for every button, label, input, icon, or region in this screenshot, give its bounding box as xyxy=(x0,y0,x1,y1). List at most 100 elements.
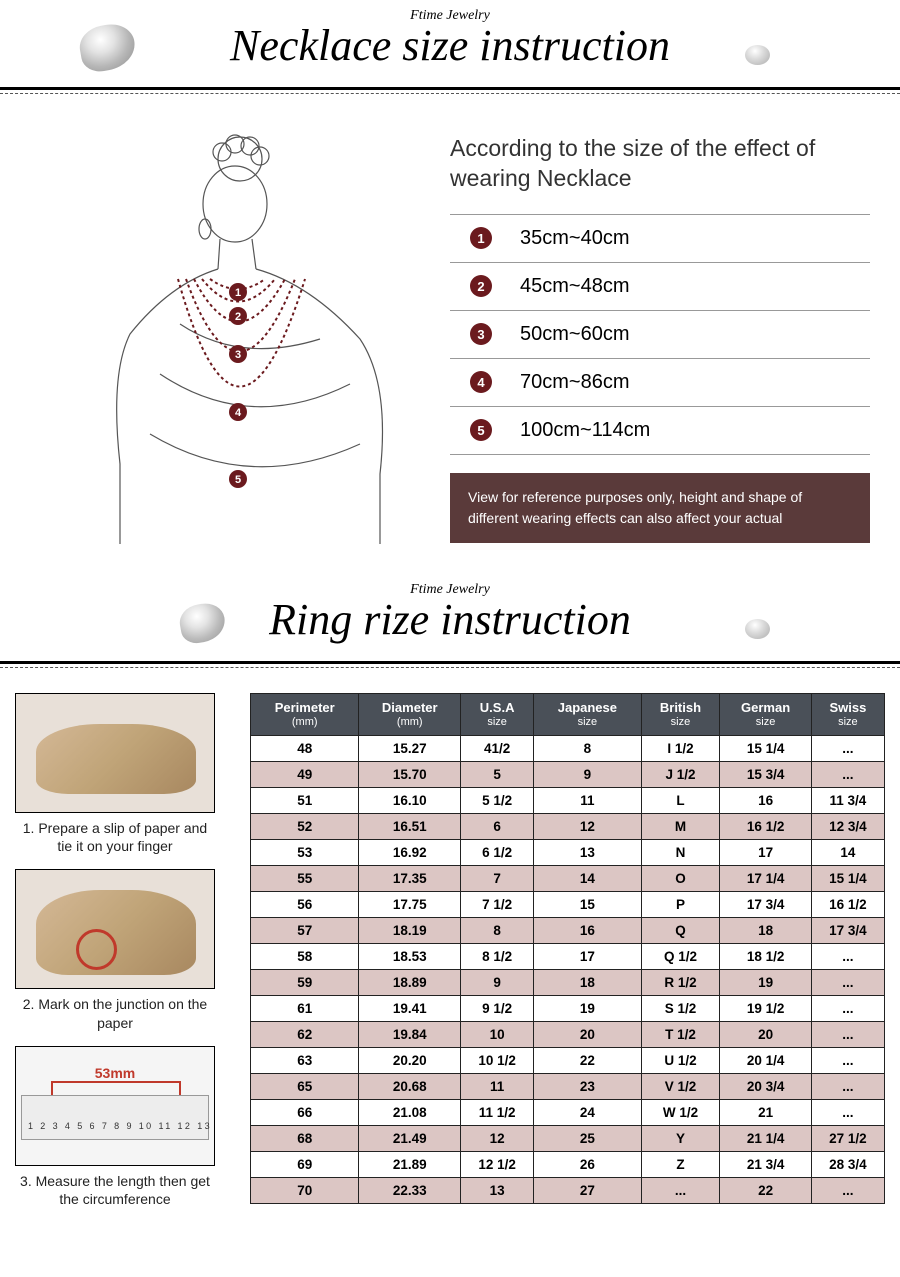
table-row: 6921.8912 1/226Z21 3/428 3/4 xyxy=(251,1151,885,1177)
table-cell: 7 xyxy=(461,865,534,891)
table-cell: 21 3/4 xyxy=(720,1151,811,1177)
table-cell: 10 xyxy=(461,1021,534,1047)
table-cell: V 1/2 xyxy=(641,1073,720,1099)
table-cell: 11 xyxy=(534,787,641,813)
necklace-figure-illustration: 1 2 3 4 5 xyxy=(60,124,420,544)
table-cell: ... xyxy=(811,735,884,761)
table-cell: 8 xyxy=(461,917,534,943)
necklace-size-item: 135cm~40cm xyxy=(450,214,870,262)
table-cell: 58 xyxy=(251,943,359,969)
table-column-header: Britishsize xyxy=(641,694,720,736)
size-range-label: 50cm~60cm xyxy=(520,323,630,346)
table-cell: 14 xyxy=(811,839,884,865)
table-column-header: Germansize xyxy=(720,694,811,736)
table-cell: 16 1/2 xyxy=(811,891,884,917)
table-cell: 18.53 xyxy=(359,943,461,969)
size-number-badge: 4 xyxy=(470,371,492,393)
table-cell: 59 xyxy=(251,969,359,995)
table-cell: 11 xyxy=(461,1073,534,1099)
necklace-title: Necklace size instruction xyxy=(230,20,670,71)
table-cell: ... xyxy=(811,1177,884,1203)
svg-text:3: 3 xyxy=(235,349,241,361)
ring-title: Ring rize instruction xyxy=(269,594,631,645)
step3-image: 53mm 1 2 3 4 5 6 7 8 9 10 11 12 13 14 15… xyxy=(15,1046,215,1166)
table-cell: 5 xyxy=(461,761,534,787)
table-cell: Z xyxy=(641,1151,720,1177)
table-cell: 14 xyxy=(534,865,641,891)
step2-image xyxy=(15,869,215,989)
ring-size-table-wrap: Perimeter(mm)Diameter(mm)U.S.AsizeJapane… xyxy=(250,693,885,1222)
table-cell: 8 1/2 xyxy=(461,943,534,969)
table-cell: 20.20 xyxy=(359,1047,461,1073)
ring-step-1: 1. Prepare a slip of paper and tie it on… xyxy=(15,693,235,855)
table-cell: Q 1/2 xyxy=(641,943,720,969)
table-cell: 12 3/4 xyxy=(811,813,884,839)
table-cell: 15 3/4 xyxy=(720,761,811,787)
table-cell: 69 xyxy=(251,1151,359,1177)
diamond-icon xyxy=(77,21,139,75)
table-cell: 18 xyxy=(720,917,811,943)
table-row: 5617.757 1/215P17 3/416 1/2 xyxy=(251,891,885,917)
table-cell: 57 xyxy=(251,917,359,943)
table-cell: ... xyxy=(811,1099,884,1125)
necklace-size-item: 245cm~48cm xyxy=(450,262,870,310)
table-cell: 15 1/4 xyxy=(811,865,884,891)
table-column-header: Diameter(mm) xyxy=(359,694,461,736)
necklace-heading: According to the size of the effect of w… xyxy=(450,134,870,194)
table-row: 5818.538 1/217Q 1/218 1/2... xyxy=(251,943,885,969)
necklace-info: According to the size of the effect of w… xyxy=(450,124,870,544)
table-column-header: Japanesesize xyxy=(534,694,641,736)
table-cell: 22 xyxy=(534,1047,641,1073)
table-cell: 19.84 xyxy=(359,1021,461,1047)
table-cell: 52 xyxy=(251,813,359,839)
table-cell: M xyxy=(641,813,720,839)
table-cell: 16.92 xyxy=(359,839,461,865)
table-cell: 13 xyxy=(534,839,641,865)
table-row: 4915.7059J 1/215 3/4... xyxy=(251,761,885,787)
table-cell: 27 xyxy=(534,1177,641,1203)
necklace-disclaimer: View for reference purposes only, height… xyxy=(450,473,870,543)
table-cell: 15 xyxy=(534,891,641,917)
table-row: 5316.926 1/213N1714 xyxy=(251,839,885,865)
svg-text:4: 4 xyxy=(235,407,242,419)
table-cell: 17 3/4 xyxy=(811,917,884,943)
table-cell: Q xyxy=(641,917,720,943)
table-cell: 62 xyxy=(251,1021,359,1047)
table-cell: W 1/2 xyxy=(641,1099,720,1125)
table-cell: 15.70 xyxy=(359,761,461,787)
table-cell: ... xyxy=(811,1047,884,1073)
ring-section-header: Ftime Jewelry Ring rize instruction xyxy=(0,574,900,664)
table-cell: ... xyxy=(811,761,884,787)
table-cell: 20 1/4 xyxy=(720,1047,811,1073)
ruler-label: 53mm xyxy=(95,1065,135,1081)
size-number-badge: 3 xyxy=(470,323,492,345)
table-cell: Y xyxy=(641,1125,720,1151)
table-row: 6119.419 1/219S 1/219 1/2... xyxy=(251,995,885,1021)
necklace-section-header: Ftime Jewelry Necklace size instruction xyxy=(0,0,900,90)
table-cell: S 1/2 xyxy=(641,995,720,1021)
diamond-small-icon xyxy=(745,619,770,639)
table-cell: 61 xyxy=(251,995,359,1021)
table-cell: 19 1/2 xyxy=(720,995,811,1021)
table-cell: 16 1/2 xyxy=(720,813,811,839)
size-range-label: 45cm~48cm xyxy=(520,275,630,298)
table-cell: 28 3/4 xyxy=(811,1151,884,1177)
table-cell: 18.89 xyxy=(359,969,461,995)
table-cell: L xyxy=(641,787,720,813)
table-cell: 26 xyxy=(534,1151,641,1177)
table-row: 5718.19816Q1817 3/4 xyxy=(251,917,885,943)
ring-step-3: 53mm 1 2 3 4 5 6 7 8 9 10 11 12 13 14 15… xyxy=(15,1046,235,1208)
size-number-badge: 5 xyxy=(470,419,492,441)
table-cell: 9 1/2 xyxy=(461,995,534,1021)
table-cell: 27 1/2 xyxy=(811,1125,884,1151)
table-cell: 21 1/4 xyxy=(720,1125,811,1151)
svg-text:2: 2 xyxy=(235,311,241,323)
table-cell: 22 xyxy=(720,1177,811,1203)
table-row: 5216.51612M16 1/212 3/4 xyxy=(251,813,885,839)
table-cell: 56 xyxy=(251,891,359,917)
table-cell: 21.49 xyxy=(359,1125,461,1151)
diamond-icon xyxy=(177,600,228,645)
table-row: 5918.89918R 1/219... xyxy=(251,969,885,995)
size-number-badge: 1 xyxy=(470,227,492,249)
table-cell: 15 1/4 xyxy=(720,735,811,761)
